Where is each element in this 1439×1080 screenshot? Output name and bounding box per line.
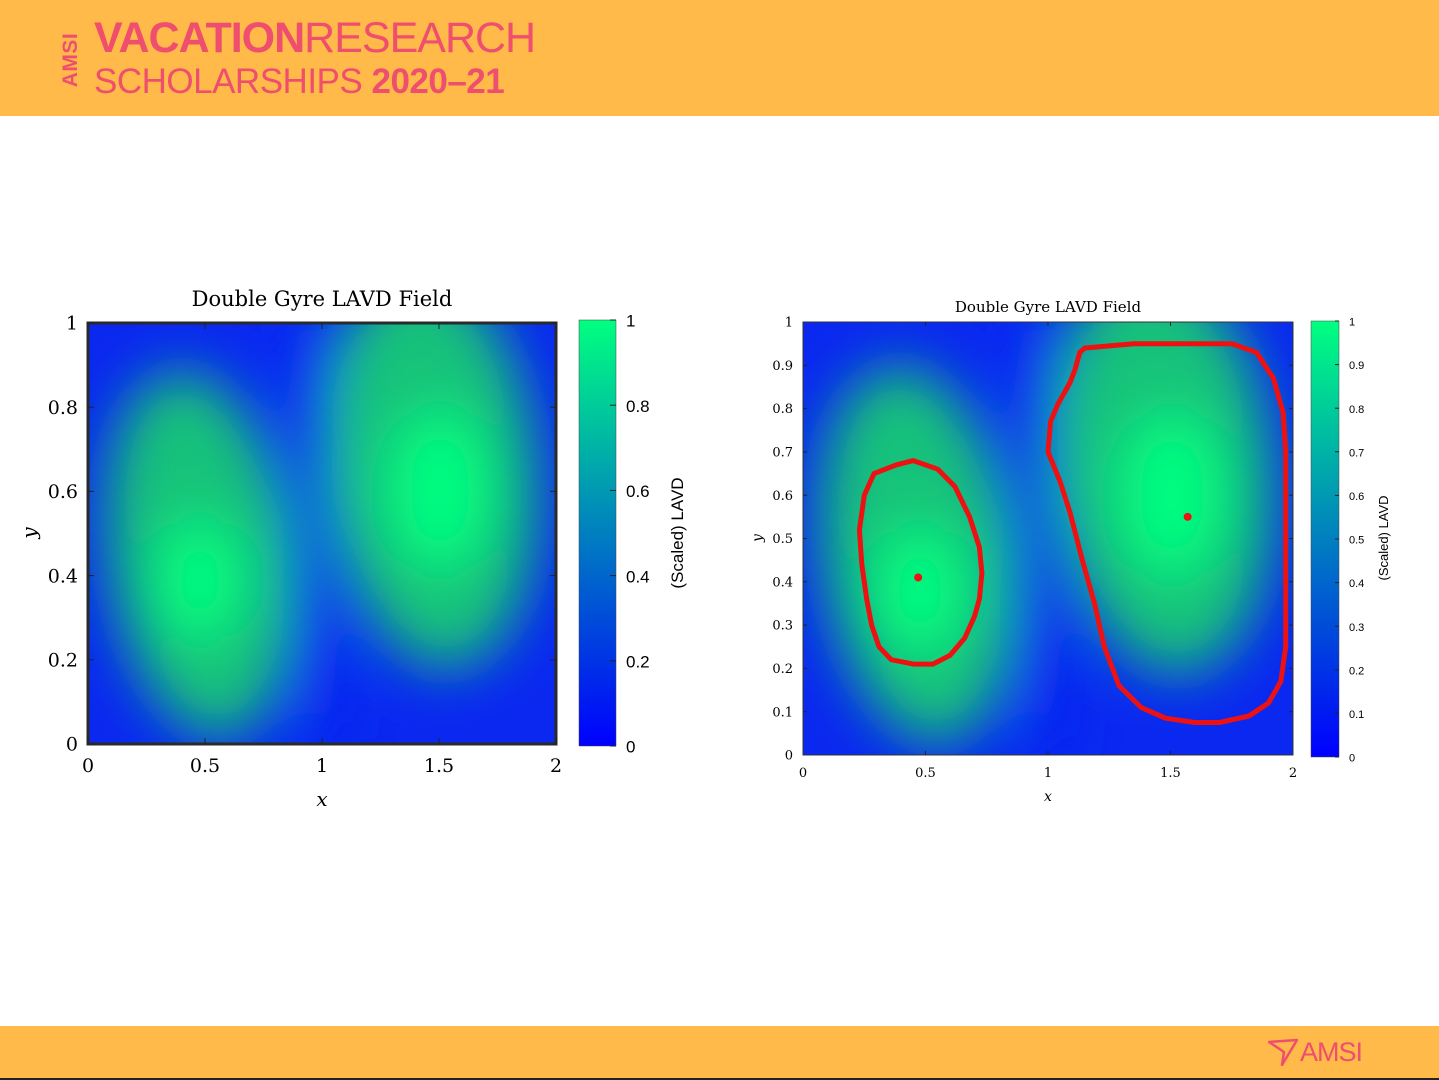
right-ytick-label: 0.1 — [772, 705, 793, 720]
axes-left: 0 0.5 1 1.5 2 0 0.2 0.4 0.6 0.8 1 — [48, 313, 562, 777]
left-ytick-label: 0.4 — [48, 565, 78, 587]
right-xtick-label: 2 — [1289, 766, 1297, 781]
gyre-right-core — [392, 410, 488, 570]
right-ytick-label: 0.5 — [772, 532, 793, 547]
logo-year-text: 2020–21 — [371, 62, 505, 101]
chart-right: 0 0.5 1 1.5 2 0 0.1 0.2 0.3 0.4 0.5 0.6 0.7 0.8 0.9 1 D… — [750, 298, 1391, 805]
left-ytick-label: 0.6 — [48, 481, 78, 503]
right-xtick-label: 1 — [1044, 766, 1052, 781]
footer-amsi-text: AMSI — [1300, 1036, 1363, 1067]
vortex-overlays — [856, 341, 1289, 725]
colorbar-left-ticks: 0 0.2 0.4 0.6 0.8 1 — [610, 312, 650, 757]
left-ytick-label: 1 — [66, 313, 78, 335]
axes-frame-right — [802, 321, 1294, 756]
right-ytick-label: 0.7 — [772, 445, 793, 460]
left-xtick-label: 1 — [316, 755, 328, 777]
header-banner: AMSI VACATIONRESEARCH SCHOLARSHIPS 2020–… — [0, 0, 1439, 116]
left-cb-tick-label: 1 — [626, 312, 635, 331]
heatmap-right — [803, 322, 1293, 755]
vortex-boundary-2 — [1045, 341, 1289, 725]
gyre2-separatrix — [1017, 328, 1073, 755]
chart-left-title: Double Gyre LAVD Field — [192, 287, 453, 311]
left-ytick-label: 0.2 — [48, 649, 78, 671]
heatmap-left — [88, 323, 556, 744]
chart-left: 0 0.5 1 1.5 2 0 0.2 0.4 0.6 0.8 1 Double Gyre LAVD… — [17, 287, 687, 811]
right-cb-tick-label: 0.7 — [1349, 447, 1364, 459]
right-cb-tick-label: 0.1 — [1349, 709, 1364, 721]
right-ytick-label: 0 — [785, 749, 793, 764]
axes-right: 0 0.5 1 1.5 2 0 0.1 0.2 0.3 0.4 0.5 0.6 0.7 0.8 0.9 1 — [772, 316, 1297, 781]
colorbar-left-label: (Scaled) LAVD — [668, 477, 687, 588]
left-cb-tick-label: 0.2 — [626, 652, 650, 671]
colorbar-right — [1310, 320, 1340, 758]
left-xtick-label: 0.5 — [190, 755, 220, 777]
left-xtick-label: 0 — [82, 755, 94, 777]
right-ytick-label: 0.9 — [772, 359, 793, 374]
colorbar-left — [578, 319, 617, 747]
colorbar-right-label: (Scaled) LAVD — [1376, 495, 1391, 580]
logo-line-2: SCHOLARSHIPS 2020–21 — [94, 62, 505, 102]
right-cb-tick-label: 0.6 — [1349, 491, 1364, 503]
right-xtick-label: 0 — [799, 766, 807, 781]
left-cb-tick-label: 0.4 — [626, 567, 650, 586]
right-xtick-label: 0.5 — [915, 766, 936, 781]
left-cb-tick-label: 0 — [626, 738, 635, 757]
right-cb-tick-label: 0.4 — [1349, 578, 1364, 590]
chart-left-ylabel: y — [17, 527, 41, 540]
logo-vacation-text: VACATION — [94, 14, 305, 62]
logo-research-text: RESEARCH — [304, 14, 536, 62]
left-cb-tick-label: 0.6 — [626, 482, 650, 501]
right-cb-tick-label: 0.2 — [1349, 665, 1364, 677]
gyre2-left-core — [878, 528, 962, 652]
logo-scholarships-text: SCHOLARSHIPS — [94, 62, 363, 101]
chart-right-ylabel: y — [750, 533, 766, 543]
left-ytick-label: 0.8 — [48, 397, 78, 419]
footer-amsi-logo: AMSI — [1268, 1036, 1363, 1068]
right-xtick-label: 1.5 — [1160, 766, 1181, 781]
left-cb-tick-label: 0.8 — [626, 397, 650, 416]
right-ytick-label: 0.8 — [772, 402, 793, 417]
right-ytick-label: 0.6 — [772, 489, 793, 504]
gyre-left-core — [160, 520, 240, 640]
right-ytick-label: 0.3 — [772, 619, 793, 634]
right-cb-tick-label: 0 — [1349, 753, 1355, 765]
left-ytick-label: 0 — [66, 734, 78, 756]
right-cb-tick-label: 0.8 — [1349, 404, 1364, 416]
gyre2-right-core — [1122, 413, 1222, 577]
left-xtick-label: 1.5 — [424, 755, 454, 777]
left-xtick-label: 2 — [550, 755, 562, 777]
right-cb-tick-label: 0.3 — [1349, 622, 1364, 634]
gyre-separatrix — [292, 328, 348, 743]
right-ytick-label: 1 — [785, 316, 793, 331]
right-ytick-label: 0.4 — [772, 575, 793, 590]
right-cb-tick-label: 0.5 — [1349, 535, 1364, 547]
vortex-center-1 — [914, 573, 923, 582]
right-cb-tick-label: 0.9 — [1349, 360, 1364, 372]
vortex-boundary-1 — [856, 458, 985, 667]
chart-right-xlabel: x — [1044, 789, 1052, 805]
right-ytick-label: 0.2 — [772, 662, 793, 677]
chart-right-title: Double Gyre LAVD Field — [955, 298, 1142, 316]
amsi-arrow-icon — [1268, 1038, 1298, 1066]
vortex-center-2 — [1183, 512, 1192, 521]
colorbar-right-ticks: 0 0.1 0.2 0.3 0.4 0.5 0.6 0.7 0.8 0.9 1 — [1335, 317, 1364, 765]
chart-left-xlabel: x — [316, 787, 327, 811]
footer-banner: AMSI — [0, 1026, 1439, 1080]
logo-line-1: VACATIONRESEARCH — [94, 14, 536, 62]
right-cb-tick-label: 1 — [1349, 317, 1355, 329]
